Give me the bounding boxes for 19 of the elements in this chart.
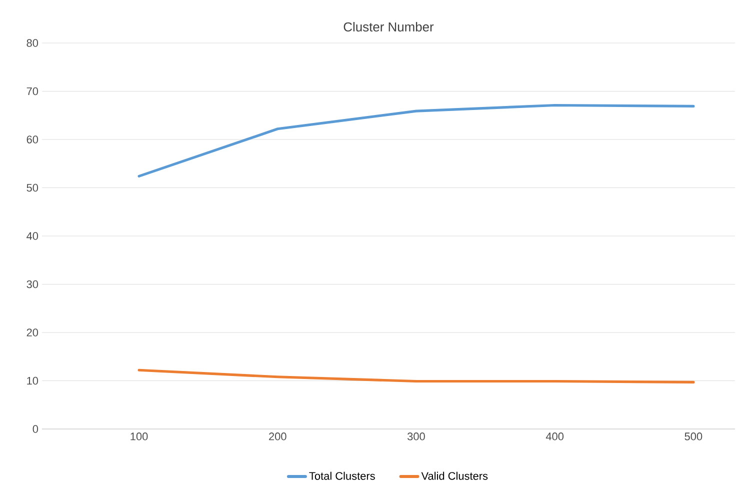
y-tick-label: 20: [26, 328, 38, 336]
chart-title: Cluster Number: [344, 22, 434, 32]
y-tick-label: 60: [26, 136, 38, 144]
x-tick-label: 300: [408, 432, 425, 440]
y-tick-label: 30: [26, 280, 38, 288]
line-series: [138, 368, 695, 384]
x-tick-label: 400: [546, 432, 564, 440]
x-tick-label: 200: [269, 432, 286, 440]
legend-label: Valid Clusters: [421, 472, 488, 480]
y-tick-label: 40: [26, 232, 38, 240]
y-tick-label: 50: [26, 184, 38, 192]
x-tick-label: 500: [684, 432, 702, 440]
line-series: [138, 104, 695, 178]
legend-label: Total Clusters: [309, 472, 375, 480]
x-tick-label: 100: [130, 432, 148, 440]
y-tick-label: 70: [26, 87, 38, 96]
y-tick-label: 0: [32, 425, 38, 433]
y-tick-label: 80: [26, 39, 38, 47]
y-tick-label: 10: [27, 376, 38, 385]
